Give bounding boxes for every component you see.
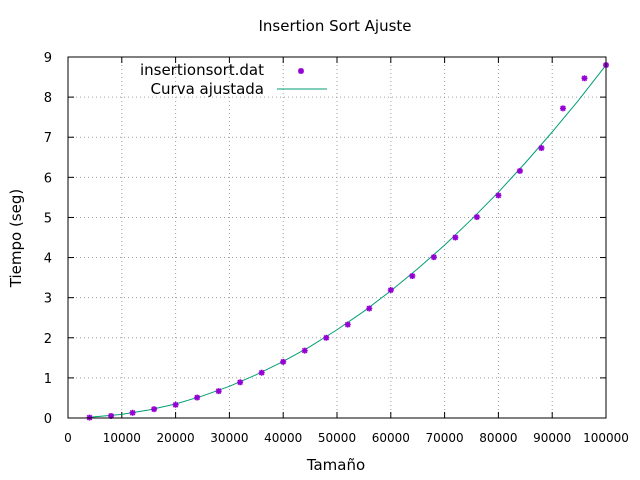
y-tick-label: 7 [44, 131, 52, 146]
data-point [452, 234, 459, 241]
legend-key-points [298, 68, 304, 74]
y-tick-label: 8 [44, 91, 52, 106]
axis-ticks: 0 10000 20000 30000 40000 50000 60000 70000 8000… [44, 51, 629, 445]
x-tick-label: 80000 [479, 431, 517, 445]
y-tick-label: 3 [44, 292, 52, 307]
data-point [581, 75, 588, 82]
data-point [409, 273, 416, 280]
x-tick-label: 0 [64, 431, 72, 445]
legend-marker-point [298, 68, 304, 74]
data-point [215, 388, 222, 395]
data-point [172, 401, 179, 408]
x-tick-label: 90000 [533, 431, 571, 445]
data-point [344, 321, 351, 328]
data-point [387, 287, 394, 294]
x-tick-label: 30000 [210, 431, 248, 445]
x-tick-label: 50000 [318, 431, 356, 445]
y-tick-label: 0 [44, 412, 52, 427]
data-point [323, 334, 330, 341]
y-tick-label: 1 [44, 372, 52, 387]
series-layer [86, 62, 609, 421]
chart-title: Insertion Sort Ajuste [258, 17, 411, 35]
data-point [194, 394, 201, 401]
data-point [151, 406, 158, 413]
data-point [108, 412, 115, 419]
y-tick-label: 6 [44, 171, 52, 186]
data-point [129, 409, 136, 416]
plot-frame [67, 56, 607, 419]
data-point [559, 105, 566, 112]
y-tick-label: 9 [44, 51, 52, 66]
legend-label-curve: Curva ajustada [151, 80, 264, 98]
grid [68, 57, 606, 418]
x-tick-label: 10000 [103, 431, 141, 445]
y-tick-label: 4 [44, 252, 52, 267]
y-tick-label: 5 [44, 211, 52, 226]
y-axis-title: Tiempo (seg) [7, 189, 25, 288]
x-tick-label: 100000 [583, 431, 629, 445]
data-point [430, 254, 437, 261]
data-point [237, 379, 244, 386]
data-point [495, 192, 502, 199]
x-tick-label: 70000 [426, 431, 464, 445]
x-axis-title: Tamaño [306, 456, 365, 474]
data-point [280, 358, 287, 365]
x-tick-label: 20000 [157, 431, 195, 445]
data-point [258, 369, 265, 376]
y-tick-label: 2 [44, 332, 52, 347]
data-point [366, 305, 373, 312]
x-tick-label: 60000 [372, 431, 410, 445]
fitted-curve-line [89, 64, 607, 418]
data-point [516, 167, 523, 174]
legend-label-points: insertionsort.dat [140, 61, 264, 79]
x-tick-label: 40000 [264, 431, 302, 445]
data-point [301, 347, 308, 354]
data-point [473, 214, 480, 221]
data-point [538, 145, 545, 152]
legend: insertionsort.dat Curva ajustada [140, 61, 327, 98]
